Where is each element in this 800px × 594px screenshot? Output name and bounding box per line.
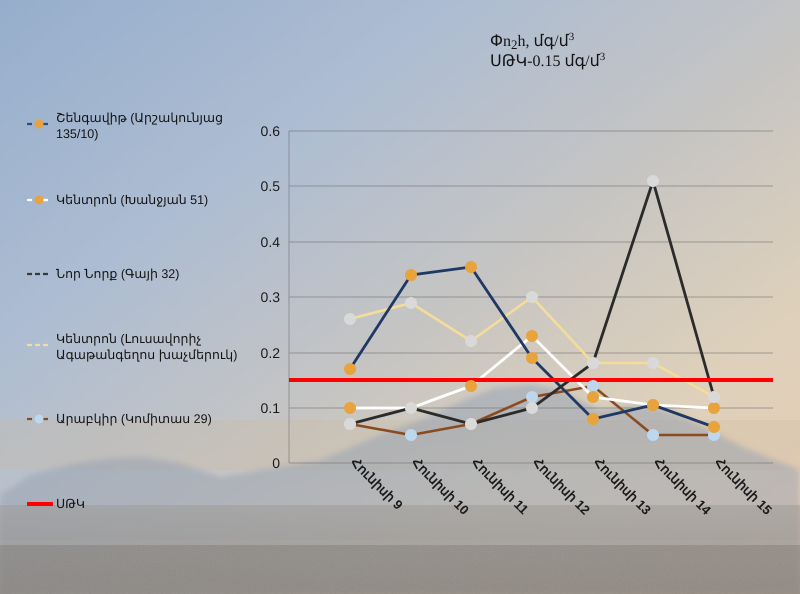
svg-text:Հունիսի 12: Հունիսի 12	[530, 455, 593, 518]
svg-text:Հունիսի 11: Հունիսի 11	[469, 455, 532, 518]
svg-text:Կենտրոն (Լուսավորիչ: Կենտրոն (Լուսավորիչ	[56, 332, 201, 346]
svg-text:Հունիսի 14: Հունիսի 14	[651, 455, 715, 519]
svg-text:Հունիսի 13: Հունիսի 13	[591, 455, 654, 518]
svg-text:Հունիսի 15: Հունիսի 15	[712, 455, 775, 518]
svg-text:0: 0	[272, 455, 280, 471]
svg-text:Շենգավիթ (Արշակունյաց: Շենգավիթ (Արշակունյաց	[56, 111, 223, 125]
svg-text:Արաբկիր (Կոմիտաս 29): Արաբկիր (Կոմիտաս 29)	[56, 412, 212, 426]
svg-text:Ագաթանգեղոս խաչմերուկ): Ագաթանգեղոս խաչմերուկ)	[56, 348, 237, 362]
svg-text:0.5: 0.5	[261, 178, 281, 194]
svg-text:Փn2h, մգ/մ3: Փn2h, մգ/մ3	[490, 31, 575, 52]
svg-text:0.4: 0.4	[261, 234, 281, 250]
svg-text:0.6: 0.6	[261, 123, 281, 139]
svg-text:135/10): 135/10)	[56, 127, 98, 141]
svg-text:0.3: 0.3	[261, 289, 281, 305]
svg-text:ՍԹԿ-0.15 մգ/մ3: ՍԹԿ-0.15 մգ/մ3	[490, 51, 606, 70]
svg-text:0.2: 0.2	[261, 345, 281, 361]
svg-text:ՍԹԿ: ՍԹԿ	[56, 497, 85, 511]
svg-text:Կենտրոն (Խանջյան 51): Կենտրոն (Խանջյան 51)	[56, 193, 208, 207]
svg-text:0.1: 0.1	[261, 400, 281, 416]
svg-text:Նոր Նորք (Գայի 32): Նոր Նորք (Գայի 32)	[56, 267, 179, 281]
svg-text:Հունիսի 10: Հունիսի 10	[409, 455, 472, 518]
